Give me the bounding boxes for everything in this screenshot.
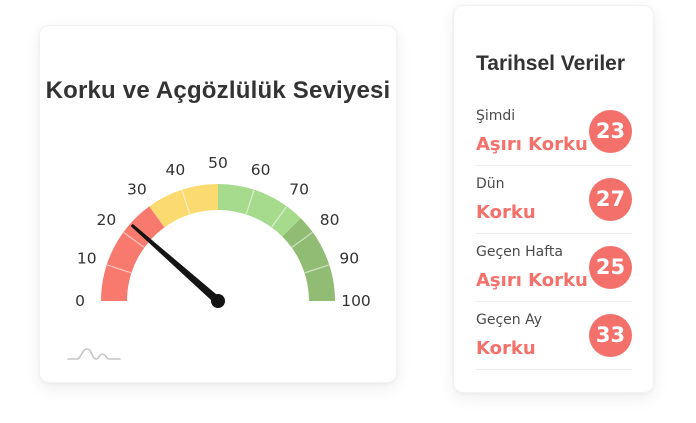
history-title: Tarihsel Veriler [476,52,626,75]
history-row-status: Korku [476,337,536,359]
history-row: Geçen Ay Korku 33 [476,302,632,370]
gauge-split-line [291,231,313,248]
gauge-tick-label: 0 [75,292,85,310]
gauge-needle [130,223,221,305]
gauge-tick-label: 100 [341,292,371,310]
gauge-tick-label: 10 [77,249,97,267]
history-row: Şimdi Aşırı Korku 23 [476,98,632,166]
history-row: Geçen Hafta Aşırı Korku 25 [476,234,632,302]
history-row-label: Dün [476,175,505,192]
gauge-needle-pivot [211,294,225,308]
gauge-segment [218,184,301,237]
history-row-status: Aşırı Korku [476,269,588,291]
gauge-split-line [181,190,191,215]
fear-greed-gauge-card: Korku ve Açgözlülük Seviyesi 0 10 20 30 40 50… [39,25,397,383]
gauge-segment [282,218,335,301]
gauge-split-line [123,231,145,248]
history-value-badge: 25 [589,245,632,289]
gauge-tick-label: 20 [96,211,116,229]
gauge-tick-label: 70 [289,180,309,198]
gauge-tick-label: 40 [165,161,185,179]
history-row-text: Şimdi Aşırı Korku [476,107,588,156]
gauge-split-line [271,206,288,228]
gauge-tick-label: 80 [320,211,340,229]
gauge-chart: 0 10 20 30 40 50 60 70 80 90 100 [75,154,371,310]
gauge-tick-label: 90 [339,249,359,267]
gauge-card-title: Korku ve Açgözlülük Seviyesi [45,77,391,104]
history-row-label: Geçen Hafta [476,243,563,260]
gauge-segment [101,206,165,301]
history-row-label: Geçen Ay [476,311,543,328]
history-value-badge: 27 [589,177,632,221]
gauge-tick-label: 30 [127,180,147,198]
history-row-status: Aşırı Korku [476,133,588,155]
history-row: Dün Korku 27 [476,166,632,234]
historical-data-card: Tarihsel Veriler Şimdi Aşırı Korku 23 Dü… [453,5,654,393]
gauge-split-line [245,190,255,215]
history-row-text: Geçen Hafta Aşırı Korku [476,243,588,292]
gauge-tick-label: 60 [251,161,271,179]
history-value-badge: 23 [589,109,632,153]
sparkline-waves-icon [67,348,121,360]
history-row-status: Korku [476,201,536,223]
gauge-segment [149,184,218,228]
history-row-text: Geçen Ay Korku [476,311,542,360]
history-row-label: Şimdi [476,107,516,124]
history-value-badge: 33 [589,313,632,357]
gauge-tick-label: 50 [208,154,228,172]
gauge-split-line [304,264,329,274]
gauge-split-line [107,264,132,274]
history-row-text: Dün Korku [476,175,536,224]
